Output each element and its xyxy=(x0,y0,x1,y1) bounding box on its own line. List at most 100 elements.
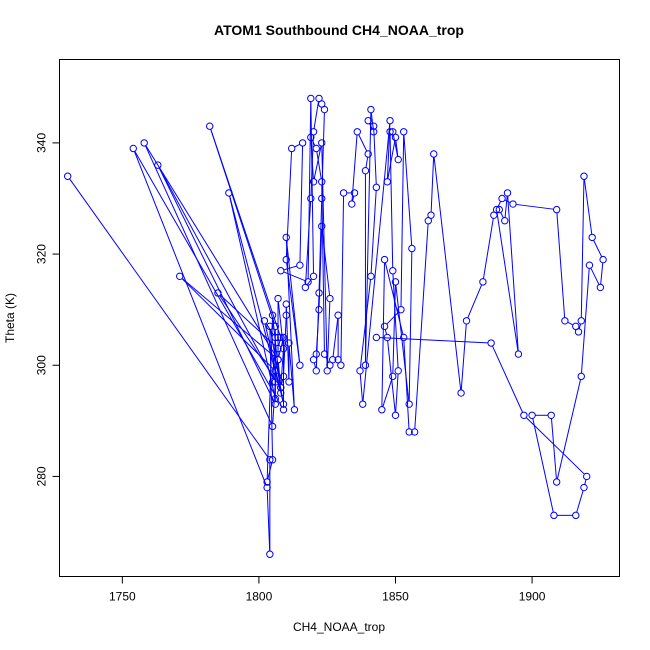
series-line-segment xyxy=(408,251,413,401)
x-tick-label: 1800 xyxy=(246,590,273,604)
data-point xyxy=(279,400,288,408)
y-tick-label: 340 xyxy=(35,133,49,153)
series-line-segment xyxy=(403,134,413,246)
series-line-segment xyxy=(381,262,386,407)
series-line-segment xyxy=(580,179,585,318)
series-line-segment xyxy=(389,134,394,268)
series-line-segment xyxy=(593,240,603,257)
series-line-segment xyxy=(583,179,593,235)
series-line-segment xyxy=(326,301,331,368)
series-line-segment xyxy=(497,201,502,207)
data-point xyxy=(315,305,323,314)
series-line-segment xyxy=(315,312,320,351)
data-point xyxy=(176,272,184,281)
data-point xyxy=(277,383,285,392)
series-line-segment xyxy=(286,240,301,363)
y-axis-label: Theta (K) xyxy=(3,293,17,343)
series-line-segment xyxy=(281,379,284,385)
data-point xyxy=(312,367,320,375)
data-point xyxy=(274,355,282,364)
data-point xyxy=(350,189,359,197)
data-point xyxy=(580,483,588,492)
data-point xyxy=(552,205,561,214)
series-line-segment xyxy=(277,362,281,385)
series-line-segment xyxy=(387,140,396,179)
series-line-segment xyxy=(491,345,524,413)
series-line-segment xyxy=(373,129,377,185)
data-point xyxy=(309,178,318,186)
series-line-segment xyxy=(134,150,283,408)
data-point xyxy=(528,411,536,419)
data-point xyxy=(356,367,364,375)
series-line-segment xyxy=(266,490,271,552)
data-point xyxy=(307,194,315,203)
data-point xyxy=(225,189,233,197)
data-point xyxy=(577,317,585,325)
data-point xyxy=(279,344,288,353)
series-line-segment xyxy=(286,262,300,363)
data-point xyxy=(298,139,307,147)
series-line-segment xyxy=(299,146,304,263)
data-point xyxy=(498,194,506,203)
data-point xyxy=(307,94,315,103)
data-point xyxy=(397,305,405,314)
data-point xyxy=(367,105,375,114)
data-point xyxy=(206,122,214,130)
series-line-segment xyxy=(305,201,312,285)
data-point xyxy=(430,150,438,158)
series-line-segment xyxy=(359,373,363,402)
data-point xyxy=(400,128,408,136)
series-line-segment xyxy=(496,212,519,352)
data-point xyxy=(337,361,345,369)
data-point xyxy=(277,267,285,275)
data-point xyxy=(282,255,290,264)
series-line-segment xyxy=(313,101,319,129)
data-point xyxy=(389,267,397,275)
series-line-segment xyxy=(325,356,329,363)
series-line-segment xyxy=(158,167,275,380)
series-line-segment xyxy=(285,151,293,257)
series-line-segment xyxy=(359,279,372,368)
data-point xyxy=(599,255,607,264)
data-point xyxy=(279,333,288,342)
series-line-segment xyxy=(370,190,377,274)
series-line-segment xyxy=(384,329,388,335)
data-point xyxy=(328,355,337,364)
data-point xyxy=(279,406,288,414)
series-line-segment xyxy=(351,134,358,201)
series-line-segment xyxy=(460,323,467,390)
data-point xyxy=(307,133,315,142)
series-line-segment xyxy=(210,129,275,324)
series-line-segment xyxy=(285,307,290,379)
series-line-segment xyxy=(321,146,328,368)
series-line-segment xyxy=(567,321,574,326)
data-point xyxy=(318,194,326,203)
series-line-segment xyxy=(403,340,410,429)
data-point xyxy=(268,422,277,431)
data-point xyxy=(279,372,288,381)
series-line-segment xyxy=(133,151,267,485)
series-line-segment xyxy=(311,139,316,146)
series-line-segment xyxy=(386,311,400,325)
data-point xyxy=(140,139,148,147)
series-line-segment xyxy=(272,362,278,379)
data-point xyxy=(389,372,397,381)
data-point xyxy=(296,361,304,369)
series-line-segment xyxy=(516,203,554,210)
data-point xyxy=(495,205,503,214)
series-line-segment xyxy=(283,271,306,282)
series-line-segment xyxy=(379,337,488,344)
series-line-segment xyxy=(392,273,399,368)
data-point xyxy=(268,456,277,464)
data-point xyxy=(394,367,402,375)
series-line-segment xyxy=(321,229,331,296)
data-point xyxy=(266,456,274,464)
series-line-segment xyxy=(158,167,275,402)
series-line-segment xyxy=(267,462,273,480)
data-point xyxy=(550,511,558,520)
data-point xyxy=(334,311,342,319)
series-line-segment xyxy=(507,196,519,351)
data-point xyxy=(282,311,290,319)
data-point xyxy=(383,178,391,186)
